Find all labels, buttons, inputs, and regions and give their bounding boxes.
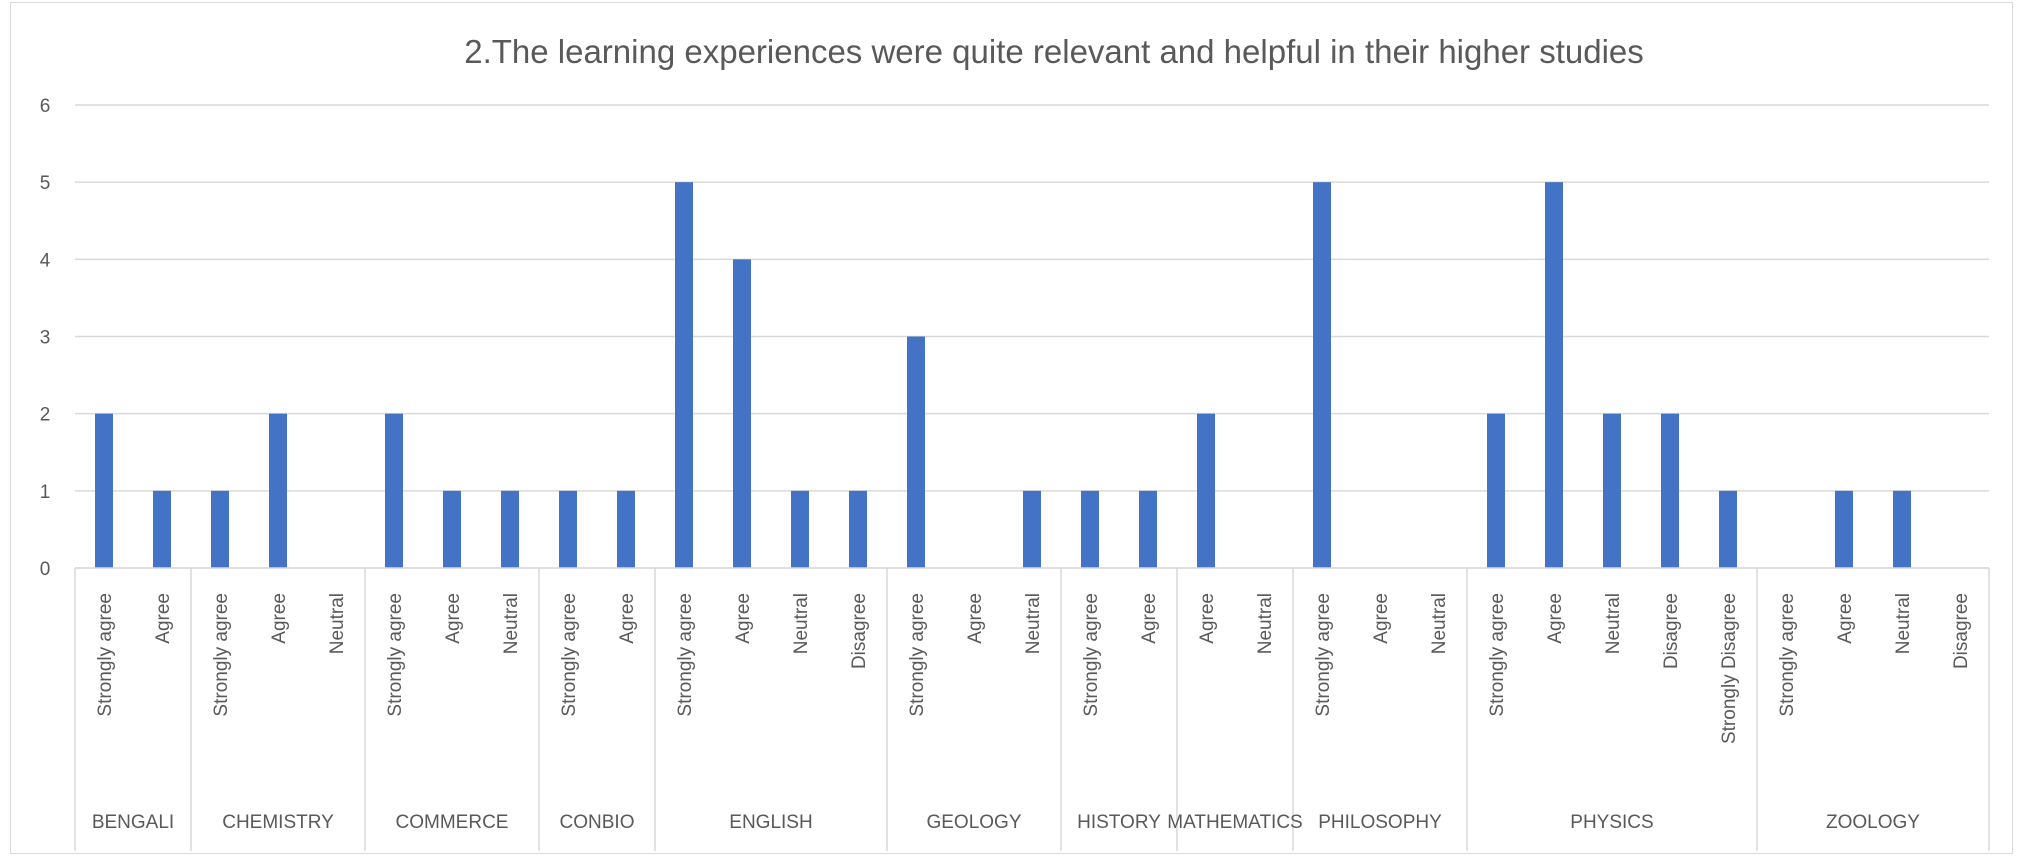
bar-geology-strongly-agree [907, 336, 925, 568]
bar-chemistry-agree [269, 413, 287, 568]
y-tick-label: 2 [40, 405, 51, 426]
group-label: COMMERCE [396, 812, 509, 833]
x-tick-label: Disagree [849, 593, 870, 669]
x-tick-label: Neutral [327, 593, 348, 654]
x-tick-label: Strongly agree [907, 593, 928, 717]
x-tick-label: Neutral [1893, 593, 1914, 654]
bars [95, 182, 1911, 568]
bar-english-strongly-agree [675, 182, 693, 568]
bar-physics-strongly-agree [1487, 413, 1505, 568]
x-tick-label: Agree [1197, 593, 1218, 644]
x-tick-label: Agree [1835, 593, 1856, 644]
x-tick-label: Agree [443, 593, 464, 644]
y-tick-label: 6 [40, 96, 51, 117]
bar-commerce-agree [443, 490, 461, 568]
x-tick-label: Neutral [791, 593, 812, 654]
bar-history-strongly-agree [1081, 490, 1099, 568]
group-label: CHEMISTRY [222, 812, 334, 833]
bar-english-neutral [791, 490, 809, 568]
group-label: CONBIO [560, 812, 635, 833]
x-tick-label: Disagree [1661, 593, 1682, 669]
group-label: HISTORY [1077, 812, 1161, 833]
x-tick-label: Strongly Disagree [1719, 593, 1740, 744]
x-tick-label: Strongly agree [1313, 593, 1334, 717]
x-tick-label: Strongly agree [95, 593, 116, 717]
bar-commerce-strongly-agree [385, 413, 403, 568]
group-label: BENGALI [92, 812, 174, 833]
bar-english-disagree [849, 490, 867, 568]
bar-bengali-agree [153, 490, 171, 568]
bar-physics-disagree [1661, 413, 1679, 568]
x-tick-label: Neutral [1023, 593, 1044, 654]
bar-conbio-agree [617, 490, 635, 568]
chart-title: 2.The learning experiences were quite re… [464, 33, 1644, 70]
x-tick-label: Strongly agree [1081, 593, 1102, 717]
bar-history-agree [1139, 490, 1157, 568]
bar-conbio-strongly-agree [559, 490, 577, 568]
y-tick-label: 0 [40, 559, 51, 580]
x-tick-label: Agree [153, 593, 174, 644]
bar-physics-neutral [1603, 413, 1621, 568]
chart-frame: 2.The learning experiences were quite re… [10, 2, 2013, 854]
x-tick-label: Neutral [1603, 593, 1624, 654]
x-tick-label: Agree [617, 593, 638, 644]
bar-commerce-neutral [501, 490, 519, 568]
x-tick-label: Agree [1545, 593, 1566, 644]
y-tick-label: 1 [40, 482, 51, 503]
x-tick-label: Agree [269, 593, 290, 644]
bar-zoology-neutral [1893, 490, 1911, 568]
group-label: ENGLISH [729, 812, 812, 833]
x-tick-label: Agree [733, 593, 754, 644]
bar-physics-agree [1545, 182, 1563, 568]
x-tick-label: Agree [965, 593, 986, 644]
y-tick-label: 4 [40, 250, 51, 271]
x-tick-label: Agree [1371, 593, 1392, 644]
bar-chemistry-strongly-agree [211, 490, 229, 568]
x-tick-label: Strongly agree [675, 593, 696, 717]
group-label: MATHEMATICS [1167, 812, 1302, 833]
bar-english-agree [733, 259, 751, 568]
y-axis-ticks: 0 1 2 3 4 5 6 [40, 96, 51, 580]
bar-philosophy-strongly-agree [1313, 182, 1331, 568]
group-label: PHYSICS [1570, 812, 1653, 833]
x-tick-label: Neutral [1255, 593, 1276, 654]
group-label: GEOLOGY [926, 812, 1021, 833]
group-label: PHILOSOPHY [1318, 812, 1442, 833]
x-tick-label: Strongly agree [1487, 593, 1508, 717]
y-tick-label: 5 [40, 173, 51, 194]
bar-geology-neutral [1023, 490, 1041, 568]
bar-physics-strongly-disagree [1719, 490, 1737, 568]
x-tick-label: Neutral [501, 593, 522, 654]
x-axis: Strongly agree Agree BENGALI Strongly agree… [74, 567, 1990, 851]
bar-bengali-strongly-agree [95, 413, 113, 568]
x-tick-label: Strongly agree [1777, 593, 1798, 717]
x-tick-label: Neutral [1429, 593, 1450, 654]
group-label: ZOOLOGY [1826, 812, 1920, 833]
y-tick-label: 3 [40, 328, 51, 349]
x-tick-label: Agree [1139, 593, 1160, 644]
bar-mathematics-agree [1197, 413, 1215, 568]
x-tick-label: Strongly agree [385, 593, 406, 717]
bar-zoology-agree [1835, 490, 1853, 568]
x-tick-label: Disagree [1951, 593, 1972, 669]
x-tick-label: Strongly agree [559, 593, 580, 717]
bar-chart: 2.The learning experiences were quite re… [40, 33, 1990, 851]
x-tick-label: Strongly agree [211, 593, 232, 717]
